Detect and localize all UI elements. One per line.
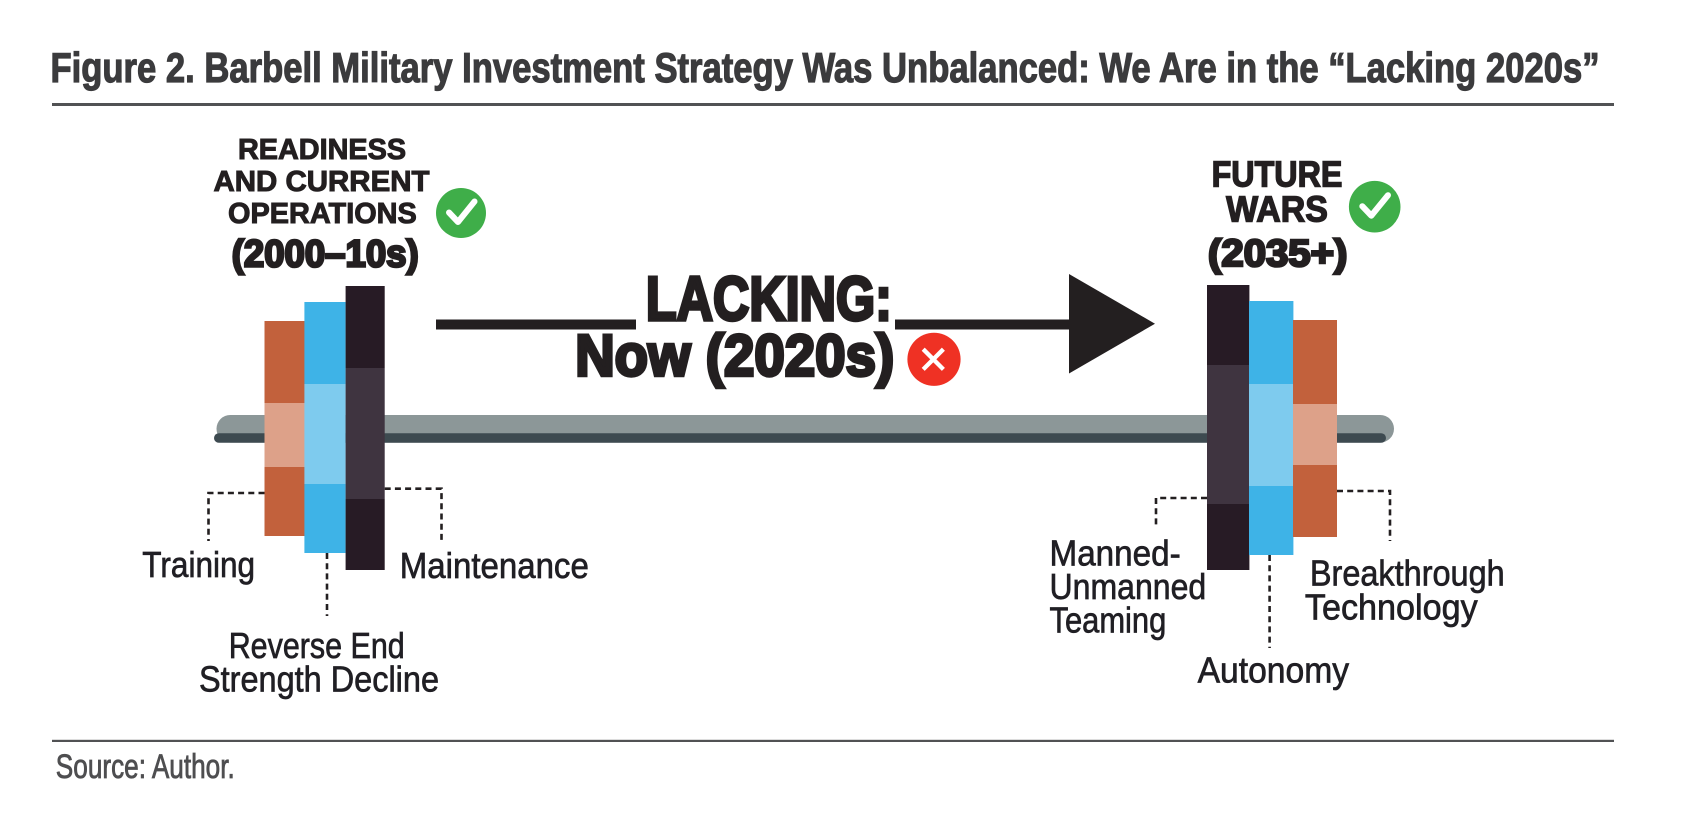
svg-text:(2000–10s): (2000–10s) — [232, 233, 419, 275]
svg-text:Technology: Technology — [1305, 587, 1478, 628]
svg-text:Maintenance: Maintenance — [400, 545, 589, 586]
svg-text:OPERATIONS: OPERATIONS — [228, 198, 417, 230]
svg-text:Autonomy: Autonomy — [1198, 649, 1350, 690]
svg-text:FUTURE: FUTURE — [1212, 153, 1343, 194]
svg-text:Training: Training — [142, 544, 255, 585]
svg-text:Now (2020s): Now (2020s) — [575, 324, 894, 389]
svg-text:Figure 2. Barbell Military Inv: Figure 2. Barbell Military Investment St… — [51, 44, 1600, 91]
svg-text:Teaming: Teaming — [1050, 599, 1167, 640]
svg-text:Manned-: Manned- — [1050, 532, 1181, 573]
svg-text:(2035+): (2035+) — [1208, 233, 1347, 275]
svg-text:LACKING:: LACKING: — [646, 265, 892, 334]
svg-text:Source: Author.: Source: Author. — [56, 748, 235, 786]
svg-text:Reverse End: Reverse End — [229, 625, 405, 666]
svg-text:Strength Decline: Strength Decline — [199, 659, 439, 700]
svg-text:WARS: WARS — [1226, 189, 1328, 230]
svg-text:Unmanned: Unmanned — [1050, 566, 1207, 607]
svg-text:Breakthrough: Breakthrough — [1310, 553, 1505, 594]
svg-text:AND CURRENT: AND CURRENT — [214, 166, 430, 198]
svg-text:READINESS: READINESS — [238, 134, 406, 166]
